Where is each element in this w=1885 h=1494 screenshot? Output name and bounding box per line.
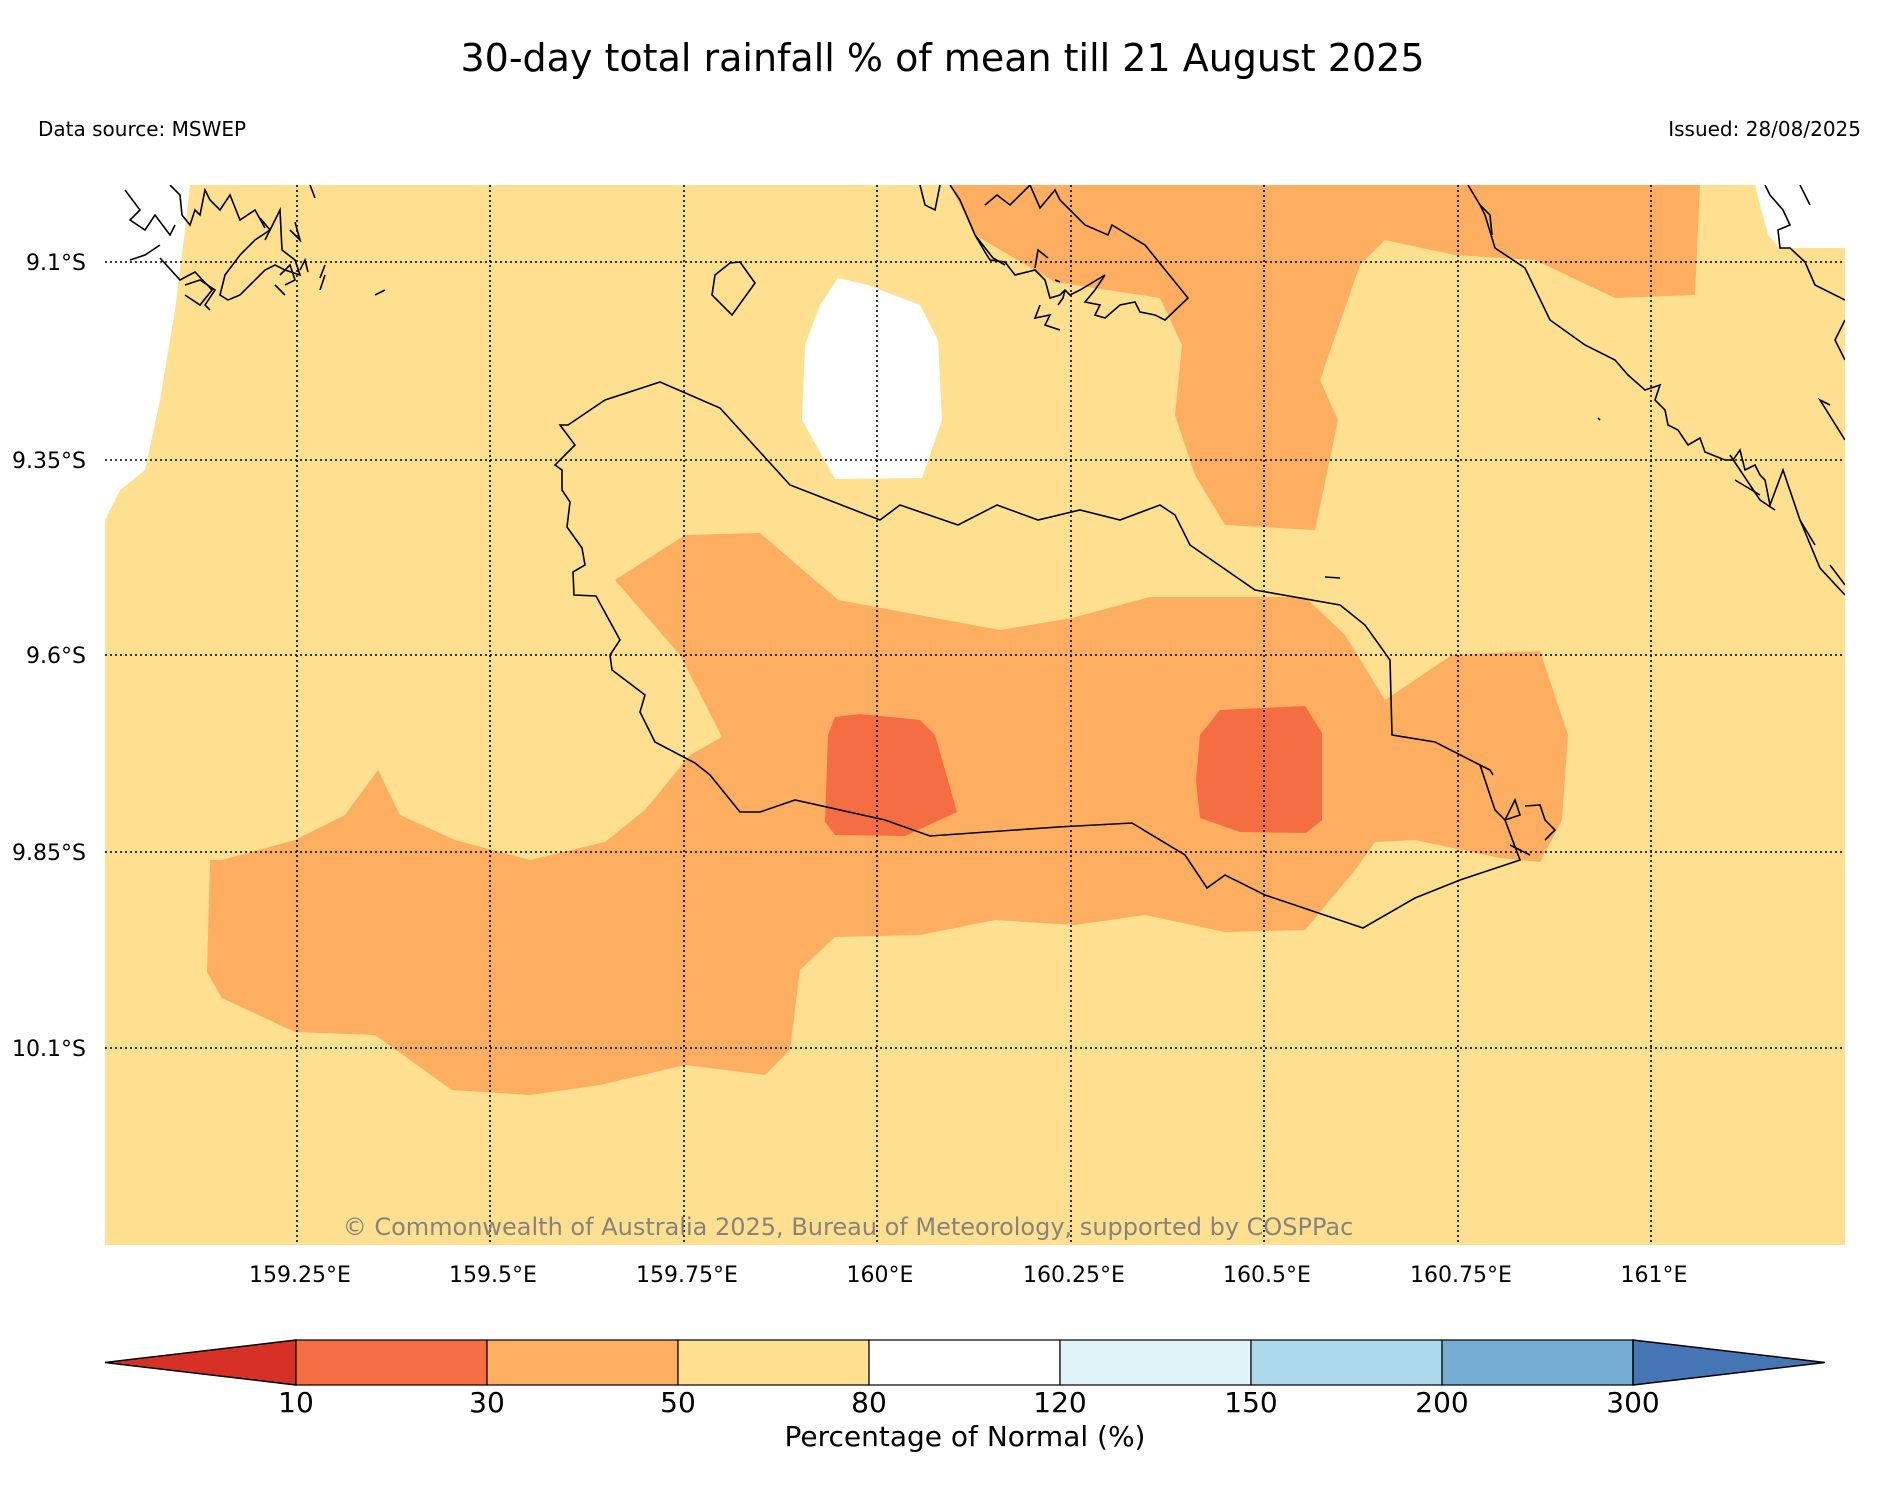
data-source-label: Data source: MSWEP [38, 117, 247, 141]
colorbar-tick: 50 [660, 1386, 696, 1419]
rainfall-10-30-cell-west [825, 714, 957, 836]
map-panel [105, 185, 1845, 1245]
rainfall-10-30-cell-east [1196, 706, 1322, 833]
colorbar-tick: 150 [1224, 1386, 1277, 1419]
map-title: 30-day total rainfall % of mean till 21 … [460, 36, 1425, 80]
lat-label: 9.6°S [26, 644, 86, 669]
lon-label: 160.75°E [1410, 1263, 1512, 1288]
rainfall-30-50-region-north [950, 185, 1700, 530]
lon-label: 159.75°E [636, 1263, 738, 1288]
colorbar-segment [868, 1339, 1061, 1386]
colorbar-segment [486, 1339, 679, 1386]
colorbar-title: Percentage of Normal (%) [785, 1420, 1146, 1453]
colorbar-tick-labels: 10 30 50 80 120 150 200 300 [278, 1386, 1660, 1419]
lon-label: 160.5°E [1223, 1263, 1311, 1288]
colorbar-tick: 80 [851, 1386, 887, 1419]
colorbar [104, 1339, 1826, 1386]
colorbar-extend-low [104, 1339, 297, 1386]
lat-label: 10.1°S [12, 1037, 86, 1062]
colorbar-extend-high [1632, 1339, 1826, 1386]
lon-label: 159.5°E [449, 1263, 537, 1288]
latitude-labels: 9.1°S 9.35°S 9.6°S 9.85°S 10.1°S [12, 251, 86, 1062]
lon-label: 159.25°E [249, 1263, 351, 1288]
lat-label: 9.85°S [12, 841, 86, 866]
colorbar-segment [1059, 1339, 1252, 1386]
issued-date-label: Issued: 28/08/2025 [1668, 117, 1861, 141]
copyright-text: © Commonwealth of Australia 2025, Bureau… [343, 1213, 1354, 1241]
longitude-labels: 159.25°E 159.5°E 159.75°E 160°E 160.25°E… [249, 1263, 1687, 1288]
colorbar-tick: 10 [278, 1386, 314, 1419]
graticule [105, 185, 1845, 1245]
colorbar-segment [1441, 1339, 1634, 1386]
colorbar-tick: 120 [1033, 1386, 1086, 1419]
rainfall-80-120-patch [802, 278, 942, 479]
lat-label: 9.35°S [12, 449, 86, 474]
colorbar-tick: 200 [1415, 1386, 1468, 1419]
colorbar-tick: 30 [469, 1386, 505, 1419]
colorbar-segment [1250, 1339, 1443, 1386]
colorbar-tick: 300 [1606, 1386, 1659, 1419]
lon-label: 160.25°E [1023, 1263, 1125, 1288]
lon-label: 161°E [1621, 1263, 1688, 1288]
lat-label: 9.1°S [26, 251, 86, 276]
colorbar-segment [677, 1339, 870, 1386]
colorbar-segment [295, 1339, 488, 1386]
lon-label: 160°E [847, 1263, 914, 1288]
coastlines [124, 185, 1845, 929]
